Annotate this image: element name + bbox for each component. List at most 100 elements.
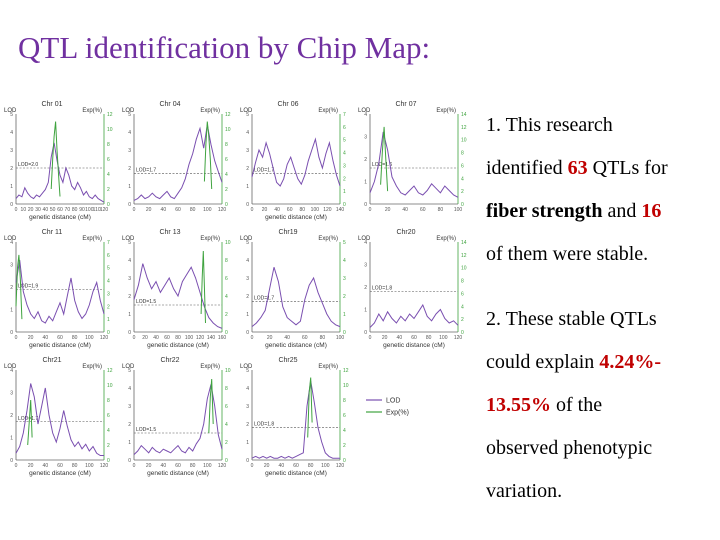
lod-axis-label: LOD bbox=[122, 364, 135, 370]
bullet-line: 1. This research bbox=[486, 104, 720, 147]
threshold-label: LOD=1.7 bbox=[254, 295, 274, 301]
x-tick-label: 80 bbox=[72, 335, 78, 341]
lod-series-line bbox=[133, 384, 223, 455]
x-tick-label: 20 bbox=[146, 207, 152, 213]
right-tick-label: 3 bbox=[343, 163, 346, 169]
chart-legend: LOD Exp(%) bbox=[366, 398, 409, 417]
right-tick-label: 1 bbox=[343, 189, 346, 195]
x-axis-label: genetic distance (cM) bbox=[265, 342, 327, 349]
x-tick-label: 0 bbox=[251, 463, 254, 469]
highlight-number: 16 bbox=[641, 200, 662, 222]
left-tick-label: 5 bbox=[128, 112, 131, 118]
right-tick-label: 12 bbox=[225, 112, 231, 118]
right-tick-label: 4 bbox=[225, 294, 228, 300]
legend-lod-label: LOD bbox=[386, 398, 400, 405]
left-tick-label: 1 bbox=[246, 312, 249, 318]
left-tick-label: 5 bbox=[246, 240, 249, 246]
left-tick-label: 2 bbox=[10, 166, 13, 172]
x-tick-label: 40 bbox=[161, 463, 167, 469]
x-tick-label: 80 bbox=[72, 463, 78, 469]
text-run: of the bbox=[551, 394, 603, 416]
x-axis-label: genetic distance (cM) bbox=[383, 342, 445, 349]
right-tick-label: 4 bbox=[107, 428, 110, 434]
x-tick-label: 100 bbox=[311, 207, 320, 213]
right-tick-label: 0 bbox=[107, 458, 110, 464]
right-tick-label: 2 bbox=[107, 187, 110, 193]
left-tick-label: 3 bbox=[10, 148, 13, 154]
chart-title: Chr20 bbox=[396, 229, 415, 236]
exp-axis-label: Exp(%) bbox=[200, 108, 220, 114]
left-tick-label: 0 bbox=[10, 202, 13, 208]
right-tick-label: 10 bbox=[461, 138, 467, 144]
left-tick-label: 1 bbox=[10, 436, 13, 442]
x-tick-label: 120 bbox=[196, 335, 205, 341]
x-tick-label: 20 bbox=[264, 463, 270, 469]
x-tick-label: 100 bbox=[185, 335, 194, 341]
x-tick-label: 120 bbox=[454, 335, 463, 341]
x-tick-label: 140 bbox=[207, 335, 216, 341]
x-tick-label: 20 bbox=[28, 207, 34, 213]
bullet-line: could explain 4.24%- bbox=[486, 341, 720, 384]
right-tick-label: 4 bbox=[225, 172, 228, 178]
left-tick-label: 3 bbox=[10, 391, 13, 397]
left-tick-label: 1 bbox=[128, 184, 131, 190]
threshold-label: LOD=2.0 bbox=[18, 162, 38, 168]
x-axis-label: genetic distance (cM) bbox=[29, 214, 91, 221]
right-tick-label: 2 bbox=[343, 443, 346, 449]
exp-axis-label: Exp(%) bbox=[318, 364, 338, 370]
lod-series-line bbox=[15, 142, 105, 203]
text-run: observed phenotypic bbox=[486, 437, 653, 459]
threshold-label: LOD=1.7 bbox=[18, 416, 38, 422]
bold-phrase: fiber strength bbox=[486, 200, 603, 222]
x-tick-label: 60 bbox=[57, 207, 63, 213]
bullet-line: observed phenotypic bbox=[486, 427, 720, 470]
x-tick-label: 0 bbox=[133, 335, 136, 341]
left-tick-label: 3 bbox=[128, 276, 131, 282]
left-tick-label: 2 bbox=[10, 285, 13, 291]
x-tick-label: 60 bbox=[420, 207, 426, 213]
x-tick-label: 40 bbox=[43, 335, 49, 341]
threshold-label: LOD=1.8 bbox=[372, 286, 392, 292]
bullet-line: 13.55% of the bbox=[486, 384, 720, 427]
x-tick-label: 0 bbox=[15, 207, 18, 213]
right-tick-label: 2 bbox=[461, 317, 464, 323]
x-axis-label: genetic distance (cM) bbox=[265, 470, 327, 477]
exp-axis-label: Exp(%) bbox=[436, 108, 456, 114]
exp-series-line bbox=[200, 250, 206, 324]
x-tick-label: 160 bbox=[218, 335, 227, 341]
x-tick-label: 120 bbox=[100, 335, 109, 341]
x-tick-label: 40 bbox=[274, 207, 280, 213]
x-tick-label: 80 bbox=[190, 207, 196, 213]
x-tick-label: 20 bbox=[385, 207, 391, 213]
exp-series-line bbox=[380, 126, 389, 192]
left-tick-label: 4 bbox=[10, 130, 13, 136]
right-tick-label: 8 bbox=[107, 398, 110, 404]
x-tick-label: 70 bbox=[65, 207, 71, 213]
qtl-chart-3: Chr 06 LOD Exp(%) 0 1 2 3 4 5 0 1 2 3 4 5 6 7 0 20 40 60 80 10… bbox=[240, 101, 346, 221]
x-tick-label: 0 bbox=[369, 335, 372, 341]
x-tick-label: 100 bbox=[336, 335, 345, 341]
right-tick-label: 7 bbox=[343, 112, 346, 118]
highlight-number: 63 bbox=[567, 157, 588, 179]
x-tick-label: 0 bbox=[15, 463, 18, 469]
chart-title: Chr 11 bbox=[42, 229, 63, 236]
left-tick-label: 2 bbox=[128, 422, 131, 428]
bullet-line: variation. bbox=[486, 470, 720, 513]
right-tick-label: 0 bbox=[343, 202, 346, 208]
text-run: and bbox=[602, 200, 642, 222]
left-tick-label: 0 bbox=[128, 202, 131, 208]
left-tick-label: 1 bbox=[10, 184, 13, 190]
exp-series-line bbox=[15, 254, 23, 320]
x-tick-label: 60 bbox=[164, 335, 170, 341]
lod-axis-label: LOD bbox=[4, 236, 17, 242]
x-tick-label: 40 bbox=[402, 207, 408, 213]
x-tick-label: 40 bbox=[397, 335, 403, 341]
left-tick-label: 2 bbox=[364, 157, 367, 163]
x-tick-label: 120 bbox=[218, 463, 227, 469]
right-tick-label: 10 bbox=[461, 266, 467, 272]
threshold-label: LOD=1.6 bbox=[372, 162, 392, 168]
lod-axis-label: LOD bbox=[122, 236, 135, 242]
